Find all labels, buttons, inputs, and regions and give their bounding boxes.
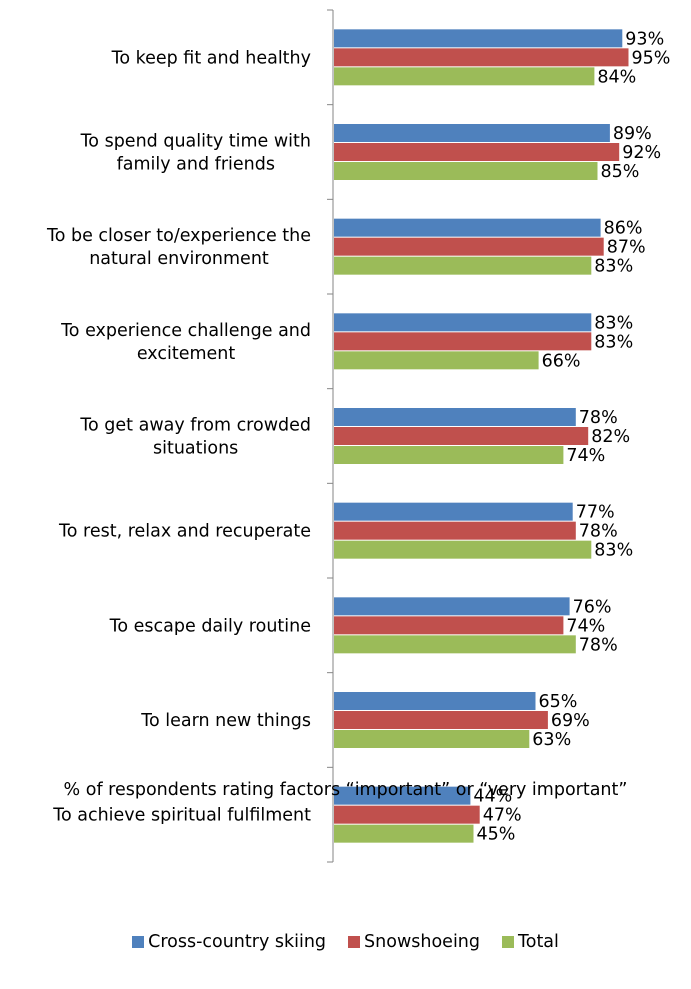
bar (334, 218, 601, 237)
bar (334, 597, 570, 616)
data-label: 74% (566, 446, 605, 466)
bar (334, 408, 576, 426)
data-label: 92% (622, 143, 661, 163)
category-label: To achieve spiritual fulfilment (52, 806, 311, 826)
bar (334, 616, 564, 635)
bar (334, 162, 598, 180)
data-label: 83% (594, 313, 633, 333)
category-label: To experience challenge and (60, 321, 311, 341)
category-label: family and friends (117, 155, 275, 175)
bar (334, 730, 530, 748)
data-label: 89% (613, 124, 652, 144)
bar (334, 521, 576, 540)
data-label: 95% (632, 48, 671, 68)
data-label: 66% (542, 351, 581, 371)
data-label: 77% (576, 503, 615, 523)
data-label: 65% (539, 692, 578, 712)
data-label: 86% (604, 219, 643, 239)
bar (334, 786, 471, 805)
x-axis-label: % of respondents rating factors “importa… (63, 780, 628, 800)
legend-label-total: Total (518, 932, 559, 952)
legend-item-cross-country-skiing: Cross-country skiing (132, 932, 326, 952)
data-label: 85% (601, 162, 640, 182)
category-label: To be closer to/experience the (46, 226, 311, 246)
bar (334, 427, 589, 445)
data-label: 83% (594, 332, 633, 352)
data-label: 44% (473, 787, 512, 807)
category-label: To escape daily routine (109, 616, 311, 636)
bar (334, 237, 604, 256)
data-label: 69% (551, 711, 590, 731)
legend-swatch-total (502, 936, 515, 948)
bar (334, 446, 564, 464)
category-label: situations (153, 439, 238, 459)
data-label: 87% (607, 238, 646, 258)
legend-swatch-cross-country-skiing (132, 936, 145, 948)
bar (334, 313, 592, 332)
bar (334, 67, 595, 86)
category-label: To keep fit and healthy (111, 48, 311, 68)
legend-swatch-snowshoeing (348, 936, 361, 948)
category-label: natural environment (89, 249, 269, 269)
data-label: 93% (625, 29, 664, 49)
bar (334, 48, 629, 67)
category-label: To get away from crowded (79, 416, 311, 436)
legend-item-snowshoeing: Snowshoeing (348, 932, 480, 952)
data-label: 83% (594, 257, 633, 277)
category-label: To rest, relax and recuperate (58, 522, 311, 542)
data-label: 82% (591, 427, 630, 447)
bar (334, 124, 610, 142)
data-label: 83% (594, 541, 633, 561)
data-label: 74% (566, 616, 605, 636)
bar (334, 256, 592, 275)
data-label: 47% (483, 806, 522, 826)
bar (334, 824, 474, 843)
bar (334, 805, 480, 824)
legend: Cross-country skiing Snowshoeing Total (0, 932, 691, 952)
category-label: To spend quality time with (80, 132, 311, 152)
bar (334, 143, 620, 161)
data-label: 84% (597, 67, 636, 87)
bar (334, 692, 536, 710)
legend-item-total: Total (502, 932, 559, 952)
bar (334, 540, 592, 559)
legend-label-snowshoeing: Snowshoeing (364, 932, 481, 952)
category-label: To learn new things (140, 711, 311, 731)
data-label: 78% (579, 635, 618, 655)
bar (334, 711, 548, 729)
data-label: 63% (532, 730, 571, 750)
bar (334, 351, 539, 370)
category-label: excitement (137, 344, 236, 364)
data-label: 76% (573, 597, 612, 617)
legend-label-cross-country-skiing: Cross-country skiing (148, 932, 327, 952)
bar (334, 332, 592, 351)
data-label: 78% (579, 408, 618, 428)
bar (334, 502, 573, 521)
bar (334, 635, 576, 654)
data-label: 45% (477, 825, 516, 845)
bar (334, 29, 623, 48)
data-label: 78% (579, 522, 618, 542)
